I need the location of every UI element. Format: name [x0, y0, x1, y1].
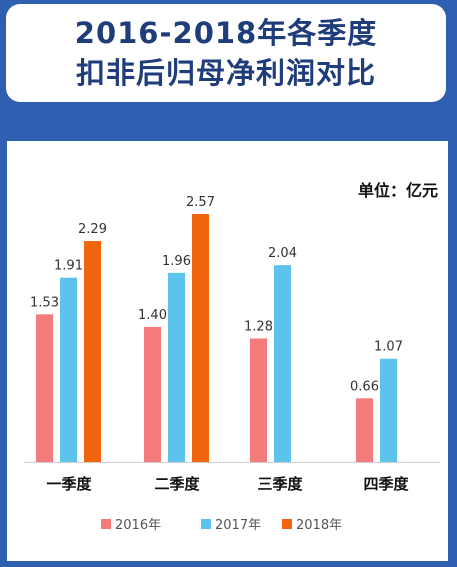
data-label: 2.57	[186, 195, 215, 210]
category-label: 四季度	[363, 475, 409, 493]
bar-2017年-一季度	[60, 277, 77, 462]
chart-title-line-1: 2016-2018年各季度	[74, 16, 378, 50]
data-label: 1.91	[54, 259, 83, 274]
title-card: 2016-2018年各季度 扣非后归母净利润对比	[6, 4, 446, 102]
data-label: 1.40	[138, 308, 167, 323]
bar-2017年-三季度	[274, 265, 291, 462]
chart-panel: 单位：亿元	[7, 141, 448, 561]
bar-2018年-一季度	[84, 241, 101, 462]
bar-2016年-一季度	[36, 314, 53, 462]
unit-label: 单位：亿元	[357, 181, 438, 200]
bar-2016年-三季度	[250, 338, 267, 462]
data-label: 2.29	[78, 222, 107, 237]
legend-label: 2017年	[215, 518, 261, 533]
data-label: 1.53	[30, 295, 59, 310]
bar-2017年-四季度	[380, 358, 397, 462]
bar-2016年-四季度	[356, 398, 373, 462]
bar-2016年-二季度	[144, 326, 161, 462]
data-label: 1.28	[244, 319, 273, 334]
legend-label: 2016年	[115, 518, 161, 533]
category-label: 一季度	[46, 475, 92, 493]
chart-title-line-2: 扣非后归母净利润对比	[75, 56, 376, 90]
data-label: 0.66	[350, 379, 379, 394]
legend-swatch-2016年	[101, 519, 111, 529]
legend-label: 2018年	[296, 518, 342, 533]
category-label: 三季度	[257, 475, 303, 493]
legend-swatch-2018年	[282, 519, 292, 529]
data-label: 2.04	[268, 246, 297, 261]
legend-swatch-2017年	[201, 519, 211, 529]
bar-2018年-二季度	[192, 214, 209, 462]
data-label: 1.96	[162, 254, 191, 269]
category-label: 二季度	[154, 475, 200, 493]
data-label: 1.07	[374, 340, 403, 355]
bar-2017年-二季度	[168, 272, 185, 462]
